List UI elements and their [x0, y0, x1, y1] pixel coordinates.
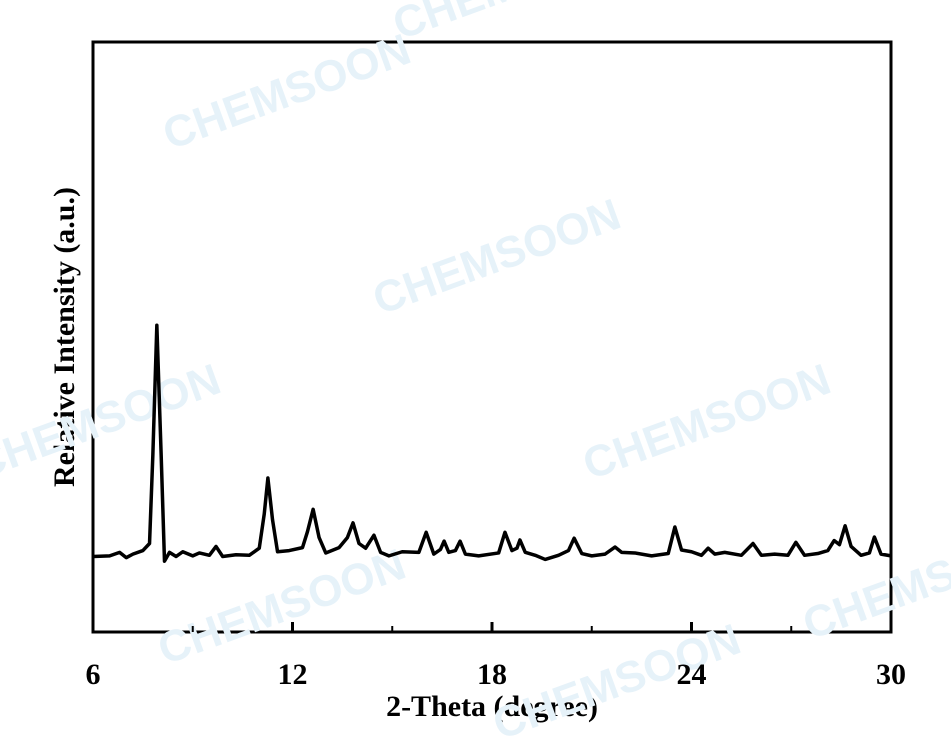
watermark: CHEMSOON	[0, 355, 227, 490]
watermark: CHEMSOON	[367, 190, 627, 325]
x-tick-label: 18	[477, 658, 507, 691]
watermark: CHEMSOON	[577, 355, 837, 490]
data-line	[92, 323, 892, 563]
x-axis-label: 2-Theta (degree)	[386, 690, 598, 723]
watermark: CHEMSOON	[157, 25, 417, 160]
watermark: CHEMSOON	[487, 615, 747, 750]
x-tick-label: 12	[278, 658, 308, 691]
x-tick-label: 6	[86, 658, 101, 691]
x-tick-label: 30	[876, 658, 906, 691]
watermark: CHEMSOON	[797, 515, 951, 650]
watermark: CHEMSOON	[152, 540, 412, 675]
y-axis-label: Relative Intensity (a.u.)	[48, 187, 81, 487]
x-tick-label: 24	[677, 658, 707, 691]
